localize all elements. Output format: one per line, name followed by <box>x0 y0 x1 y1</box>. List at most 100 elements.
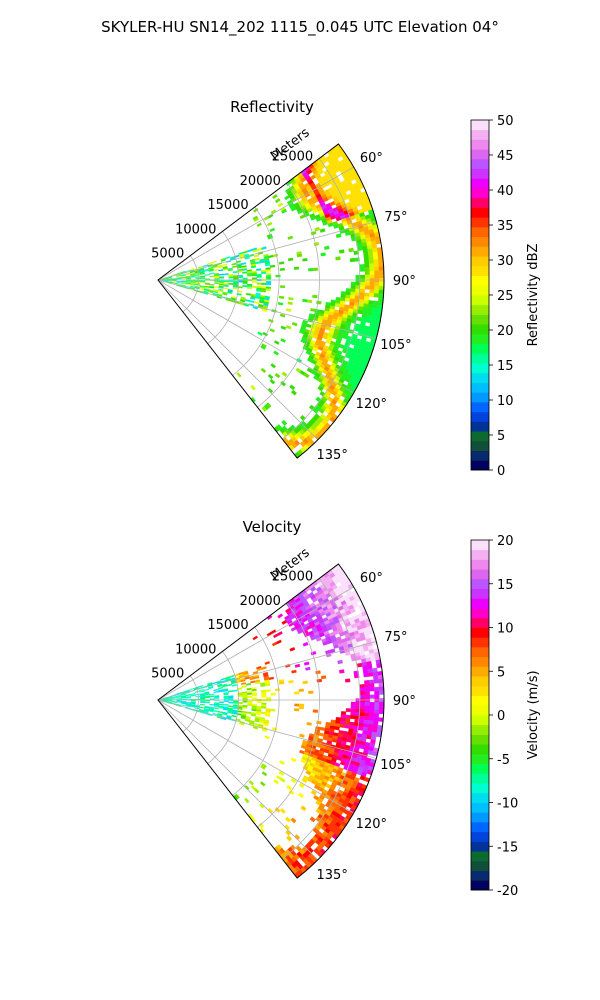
reflectivity-colorbar: 0 5 10 15 20 25 30 35 40 45 50 Reflectivity dBZ <box>470 114 541 479</box>
velocity-colorbar: -20 -15 -10 -5 0 5 10 15 20 Velocity (m/s) <box>470 534 541 899</box>
velocity-colorbar-label: Velocity (m/s) <box>526 670 541 759</box>
velocity-colorbar-swatch <box>471 715 489 726</box>
velocity-azimuth-spoke <box>157 699 354 814</box>
velocity-colorbar-swatch <box>471 540 489 551</box>
reflectivity-range-tick-label: 10000 <box>175 222 216 237</box>
velocity-range-ring <box>232 626 280 796</box>
reflectivity-colorbar-tick-label: 45 <box>497 149 514 164</box>
velocity-colorbar-swatch <box>471 578 489 590</box>
reflectivity-colorbar-tick-label: 25 <box>497 289 514 304</box>
reflectivity-panel: Reflectivity 500010000150002000025000Met… <box>151 98 541 479</box>
velocity-colorbar-swatch <box>471 676 489 687</box>
velocity-sector-frame <box>157 563 385 879</box>
reflectivity-colorbar-tick-label: 15 <box>497 359 514 374</box>
reflectivity-colorbar-swatch <box>471 129 489 140</box>
reflectivity-colorbar-swatch <box>471 450 489 461</box>
velocity-colorbar-swatch <box>471 744 489 755</box>
reflectivity-colorbar-tick-label: 20 <box>497 324 514 339</box>
velocity-azimuth-tick-label: 120° <box>356 817 387 832</box>
velocity-range-tick-label: 5000 <box>151 667 184 682</box>
reflectivity-range-ring <box>232 206 280 376</box>
velocity-colorbar-swatch <box>471 792 489 803</box>
reflectivity-azimuth-tick-label: 135° <box>317 448 348 463</box>
velocity-range-tick-label: 25000 <box>272 570 313 585</box>
reflectivity-colorbar-swatch <box>471 295 489 306</box>
reflectivity-colorbar-swatch <box>471 275 489 286</box>
velocity-colorbar-tick-label: -5 <box>497 753 510 768</box>
velocity-colorbar-swatch <box>471 666 489 677</box>
velocity-colorbar-swatch <box>471 617 489 628</box>
reflectivity-colorbar-swatch <box>471 217 489 228</box>
reflectivity-colorbar-swatch <box>471 324 489 335</box>
reflectivity-colorbar-swatch <box>471 392 489 403</box>
velocity-colorbar-swatch <box>471 783 489 794</box>
reflectivity-azimuth-tick-label: 90° <box>393 274 416 289</box>
velocity-panel-title: Velocity <box>243 518 302 536</box>
velocity-colorbar-swatch <box>471 559 489 570</box>
velocity-colorbar-swatch <box>471 598 489 609</box>
reflectivity-colorbar-swatch <box>471 149 489 160</box>
velocity-colorbar-tick-label: -15 <box>497 840 518 855</box>
velocity-colorbar-tick-label: 0 <box>497 709 505 724</box>
reflectivity-colorbar-swatch <box>471 285 489 296</box>
reflectivity-colorbar-swatch <box>471 197 489 208</box>
velocity-colorbar-tick-label: 15 <box>497 578 514 593</box>
reflectivity-colorbar-swatch <box>471 431 489 442</box>
reflectivity-colorbar-swatch <box>471 363 489 374</box>
reflectivity-azimuth-spoke <box>157 166 354 281</box>
reflectivity-sector-frame <box>157 143 385 459</box>
reflectivity-range-ring <box>207 231 240 344</box>
reflectivity-colorbar-swatch <box>471 139 489 150</box>
velocity-colorbar-swatch <box>471 773 489 784</box>
reflectivity-colorbar-swatch <box>471 207 489 218</box>
velocity-colorbar-swatch <box>471 549 489 560</box>
reflectivity-colorbar-swatch <box>471 314 489 325</box>
velocity-echo-field <box>157 563 385 879</box>
reflectivity-colorbar-swatch <box>471 372 489 383</box>
reflectivity-range-ring <box>257 182 320 408</box>
reflectivity-colorbar-tick-label: 40 <box>497 184 514 199</box>
velocity-colorbar-swatch <box>471 695 489 706</box>
reflectivity-colorbar-swatch <box>471 411 489 422</box>
velocity-colorbar-tick-label: 20 <box>497 534 514 549</box>
velocity-azimuth-spoke <box>157 586 354 701</box>
velocity-colorbar-swatch <box>471 870 489 881</box>
reflectivity-range-tick-label: 20000 <box>240 174 281 189</box>
reflectivity-colorbar-tick-label: 0 <box>497 464 505 479</box>
velocity-colorbar-swatch <box>471 734 489 745</box>
reflectivity-colorbar-swatch <box>471 382 489 393</box>
reflectivity-colorbar-tick-label: 35 <box>497 219 514 234</box>
reflectivity-azimuth-spoke <box>157 279 319 441</box>
velocity-colorbar-swatch <box>471 724 489 735</box>
velocity-colorbar-swatch <box>471 812 489 823</box>
velocity-colorbar-swatch <box>471 851 489 862</box>
velocity-colorbar-swatch <box>471 753 489 765</box>
reflectivity-colorbar-swatch <box>471 460 489 471</box>
reflectivity-colorbar-tick-label: 10 <box>497 394 514 409</box>
velocity-azimuth-tick-label: 60° <box>360 571 383 586</box>
velocity-azimuth-tick-label: 135° <box>317 868 348 883</box>
velocity-colorbar-swatch <box>471 841 489 852</box>
reflectivity-colorbar-swatch <box>471 343 489 354</box>
velocity-colorbar-swatch <box>471 656 489 667</box>
reflectivity-azimuth-tick-label: 120° <box>356 397 387 412</box>
velocity-colorbar-swatch <box>471 685 489 696</box>
velocity-azimuth-spoke <box>157 699 377 759</box>
reflectivity-azimuth-spoke <box>157 221 377 281</box>
reflectivity-azimuth-spoke <box>157 279 354 394</box>
velocity-colorbar-swatch <box>471 588 489 599</box>
reflectivity-azimuth-tick-label: 105° <box>380 338 411 353</box>
reflectivity-colorbar-swatch <box>471 158 489 170</box>
reflectivity-echo-field <box>157 143 385 459</box>
velocity-range-tick-label: 10000 <box>175 642 216 657</box>
reflectivity-colorbar-swatch <box>471 226 489 238</box>
reflectivity-colorbar-swatch <box>471 401 489 413</box>
reflectivity-colorbar-swatch <box>471 265 489 276</box>
velocity-range-ring <box>182 675 199 733</box>
reflectivity-colorbar-swatch <box>471 304 489 315</box>
reflectivity-panel-title: Reflectivity <box>230 98 314 116</box>
velocity-colorbar-swatch <box>471 763 489 774</box>
velocity-colorbar-swatch <box>471 608 489 619</box>
